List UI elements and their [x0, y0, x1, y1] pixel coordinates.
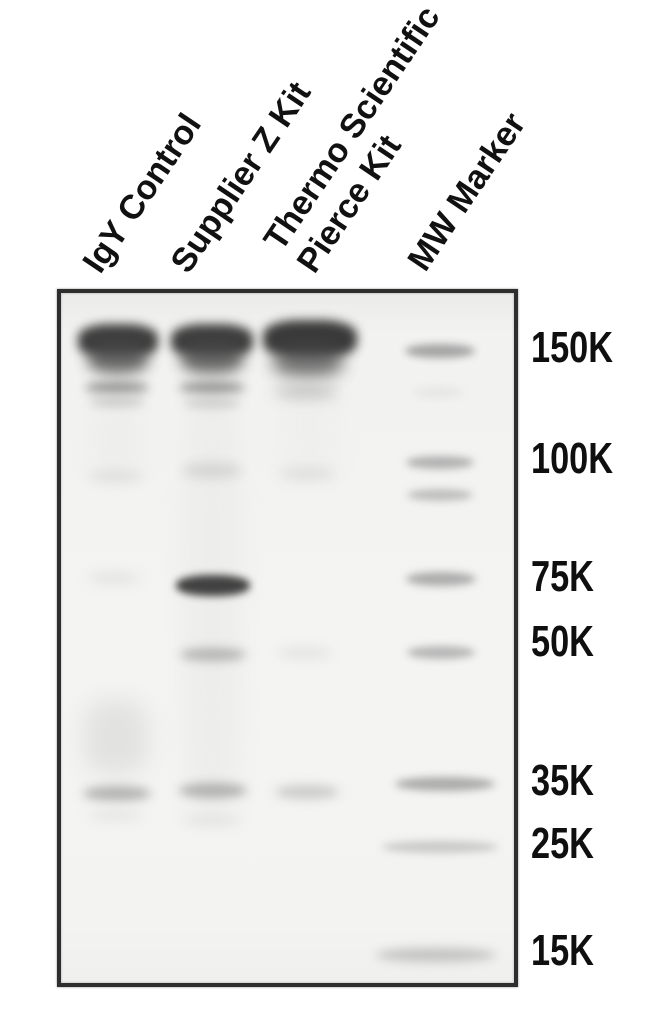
gel-band-lane-4 — [406, 572, 476, 586]
gel-band-lane-2 — [179, 380, 245, 394]
mw-label-100k: 100K — [531, 434, 614, 483]
gel-band-lane-3 — [274, 383, 338, 399]
gel-band-lane-2 — [183, 398, 241, 408]
gel-band-lane-4 — [405, 344, 475, 358]
mw-label-75k: 75K — [531, 552, 594, 601]
gel-band-lane-4 — [376, 948, 496, 962]
gel-band-lane-3 — [278, 466, 336, 480]
gel-band-lane-2 — [179, 782, 247, 798]
gel-band-lane-1 — [85, 380, 149, 394]
gel-inner — [61, 293, 514, 983]
gel-band-lane-1 — [89, 405, 145, 475]
gel-band-lane-4 — [407, 645, 475, 659]
gel-band-lane-1 — [88, 470, 144, 482]
mw-label-150k: 150K — [531, 323, 614, 372]
mw-label-25k: 25K — [531, 819, 594, 868]
gel-band-lane-2 — [182, 462, 242, 478]
gel-band-lane-4 — [395, 777, 495, 791]
mw-label-35k: 35K — [531, 756, 594, 805]
gel-band-lane-4 — [412, 387, 464, 397]
gel-band-lane-2 — [180, 647, 246, 661]
gel-band-lane-1 — [84, 700, 148, 774]
gel-band-lane-1 — [83, 785, 151, 801]
gel-band-lane-1 — [87, 346, 149, 374]
gel-band-lane-3 — [279, 360, 339, 480]
gel-band-lane-3 — [272, 347, 344, 377]
gel-band-lane-3 — [277, 647, 333, 659]
gel-band-lane-4 — [406, 455, 474, 469]
gel-band-lane-2 — [183, 815, 241, 825]
gel-band-lane-2 — [180, 346, 244, 374]
gel-band-lane-1 — [88, 810, 144, 820]
gel-band-lane-1 — [88, 572, 140, 584]
gel-band-lane-4 — [382, 841, 498, 853]
lane-labels-header: IgY Control Supplier Z Kit Thermo Scient… — [0, 0, 650, 289]
mw-label-15k: 15K — [531, 926, 594, 975]
gel-band-lane-4 — [407, 489, 473, 501]
gel-band-lane-2 — [183, 385, 241, 815]
gel-band-lane-1 — [89, 397, 145, 407]
gel-box — [57, 289, 518, 987]
gel-band-lane-3 — [275, 785, 339, 799]
gel-band-lane-2 — [176, 574, 250, 596]
mw-label-50k: 50K — [531, 617, 594, 666]
